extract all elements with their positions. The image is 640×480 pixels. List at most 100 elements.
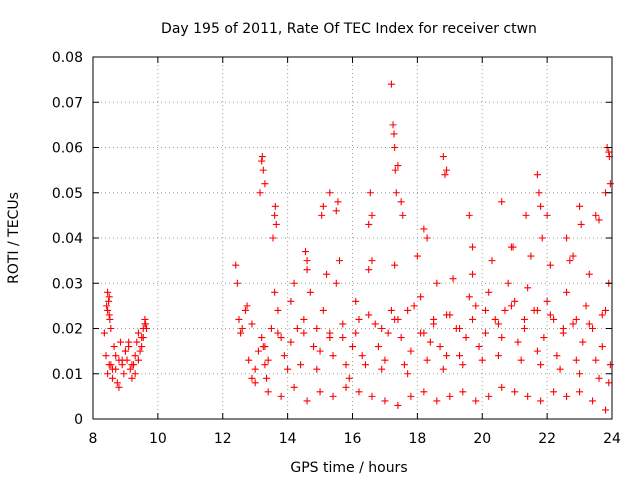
data-point xyxy=(267,325,275,332)
data-point xyxy=(546,261,554,269)
data-point xyxy=(522,211,530,219)
data-point xyxy=(465,211,473,219)
data-point xyxy=(126,365,134,373)
data-point xyxy=(238,325,246,332)
data-point xyxy=(399,211,407,219)
data-point xyxy=(595,374,603,382)
data-point xyxy=(131,352,139,360)
data-point xyxy=(404,306,412,314)
data-point xyxy=(105,293,113,301)
data-point xyxy=(365,311,373,319)
data-point xyxy=(313,365,321,373)
data-point xyxy=(245,356,253,364)
data-point xyxy=(535,189,543,197)
data-point xyxy=(446,392,454,400)
data-point xyxy=(598,311,606,319)
data-point xyxy=(485,392,493,400)
data-point xyxy=(394,162,402,170)
data-point xyxy=(134,329,142,337)
data-point xyxy=(112,352,120,360)
data-point xyxy=(134,356,142,364)
data-point xyxy=(576,370,584,378)
data-point xyxy=(258,157,266,165)
data-point xyxy=(237,329,245,337)
data-point xyxy=(433,279,441,287)
data-point xyxy=(592,356,600,364)
data-point xyxy=(115,383,123,391)
data-point xyxy=(537,397,545,405)
data-point xyxy=(274,306,282,314)
y-tick-label: 0.03 xyxy=(52,276,83,292)
data-point xyxy=(303,266,311,274)
data-point xyxy=(269,234,277,242)
data-point xyxy=(128,374,136,382)
data-point xyxy=(259,166,267,174)
data-point xyxy=(334,198,342,206)
data-point xyxy=(306,288,314,296)
data-point xyxy=(423,356,431,364)
data-point xyxy=(318,211,326,219)
data-point xyxy=(264,388,272,396)
data-point xyxy=(559,325,567,332)
data-point xyxy=(287,297,295,305)
data-point xyxy=(563,234,571,242)
data-point xyxy=(293,325,301,332)
data-point xyxy=(108,374,116,382)
data-point xyxy=(107,325,115,332)
data-point xyxy=(108,365,116,373)
data-point xyxy=(355,315,363,323)
data-point xyxy=(381,397,389,405)
data-point xyxy=(550,315,558,323)
data-point xyxy=(511,297,519,305)
data-point xyxy=(410,302,418,310)
data-point xyxy=(507,302,515,310)
data-point xyxy=(387,80,395,88)
data-point xyxy=(232,261,240,269)
data-point xyxy=(439,365,447,373)
data-point xyxy=(258,334,266,342)
data-point xyxy=(235,315,243,323)
data-point xyxy=(365,220,373,228)
data-point xyxy=(329,392,337,400)
data-point xyxy=(243,302,251,310)
y-tick-label: 0.08 xyxy=(52,50,83,66)
data-point xyxy=(517,356,525,364)
data-point xyxy=(251,379,259,387)
data-point xyxy=(329,352,337,360)
data-point xyxy=(501,306,509,314)
data-point xyxy=(143,325,151,332)
data-point xyxy=(540,334,548,342)
data-point xyxy=(248,320,256,328)
data-point xyxy=(563,288,571,296)
data-point xyxy=(430,320,438,328)
data-point xyxy=(397,198,405,206)
data-point xyxy=(391,144,399,151)
data-point xyxy=(543,297,551,305)
data-point xyxy=(404,370,412,378)
data-point xyxy=(102,352,110,360)
x-tick-label: 18 xyxy=(408,431,426,447)
data-point xyxy=(319,306,327,314)
data-point xyxy=(138,343,146,351)
data-point xyxy=(366,189,374,197)
data-point xyxy=(368,211,376,219)
data-point xyxy=(339,334,347,342)
data-point xyxy=(475,343,483,351)
data-point xyxy=(110,343,118,351)
data-point xyxy=(595,216,603,224)
data-point xyxy=(355,388,363,396)
data-point xyxy=(602,406,610,414)
data-point xyxy=(118,356,126,364)
data-point xyxy=(533,306,541,314)
data-point xyxy=(538,234,546,242)
data-point xyxy=(391,261,399,269)
x-tick-label: 24 xyxy=(603,431,621,447)
data-point xyxy=(546,311,554,319)
data-points xyxy=(100,80,614,414)
data-point xyxy=(264,356,272,364)
data-point xyxy=(303,257,311,265)
y-tick-label: 0 xyxy=(74,412,83,428)
data-point xyxy=(378,365,386,373)
data-point xyxy=(352,329,360,337)
data-point xyxy=(342,361,350,369)
